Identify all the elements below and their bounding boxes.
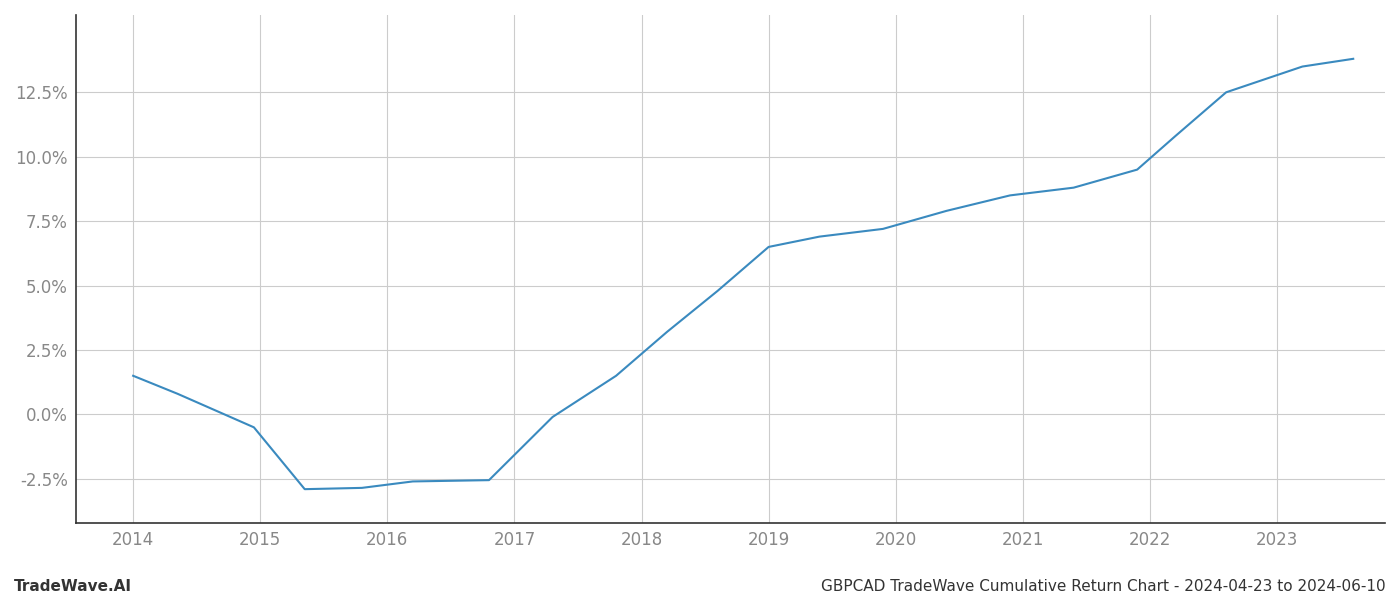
Text: GBPCAD TradeWave Cumulative Return Chart - 2024-04-23 to 2024-06-10: GBPCAD TradeWave Cumulative Return Chart…	[822, 579, 1386, 594]
Text: TradeWave.AI: TradeWave.AI	[14, 579, 132, 594]
